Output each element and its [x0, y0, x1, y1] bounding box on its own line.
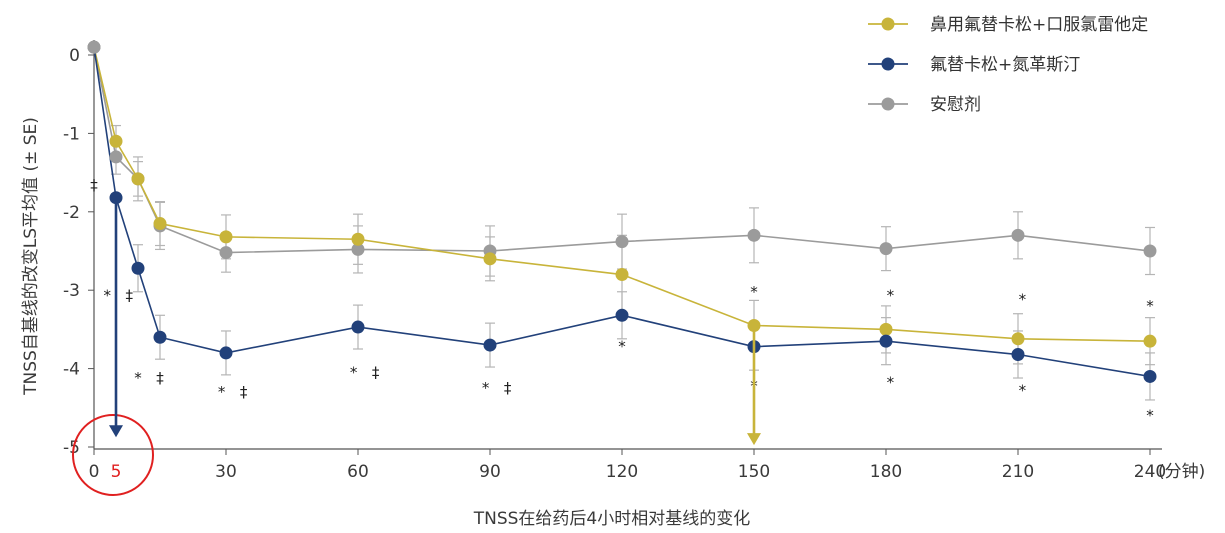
x-tick-label: 150	[738, 462, 770, 482]
onset-arrows	[109, 197, 761, 446]
data-point	[615, 235, 629, 249]
y-tick-labels: 0 -1 -2 -3 -4 -5	[63, 46, 94, 458]
data-point	[879, 242, 893, 256]
data-point	[351, 242, 365, 256]
data-point	[351, 320, 365, 334]
data-point	[615, 308, 629, 322]
x-tick-label: 30	[215, 462, 237, 482]
data-point	[109, 150, 123, 164]
x-axis-unit: (分钟)	[1158, 462, 1205, 482]
highlight-circle	[72, 414, 154, 496]
significance-marker: *	[218, 383, 226, 401]
significance-marker: *	[1146, 407, 1154, 425]
data-point	[879, 334, 893, 348]
arrow-head	[747, 433, 761, 446]
significance-marker: *	[103, 287, 111, 305]
significance-marker: *	[750, 283, 758, 301]
legend-marker	[881, 57, 895, 71]
significance-marker: ‡	[240, 383, 248, 401]
legend-marker	[881, 17, 895, 31]
data-point	[153, 217, 167, 231]
data-point	[1143, 244, 1157, 258]
x-tick-label: 90	[479, 462, 501, 482]
x-tick-label: 60	[347, 462, 369, 482]
y-tick-label: -3	[63, 281, 80, 301]
significance-marker: *	[1019, 291, 1027, 309]
y-tick-label: -2	[63, 203, 80, 223]
data-point	[1143, 369, 1157, 383]
data-point	[87, 40, 101, 54]
x-tick-label: 120	[606, 462, 638, 482]
significance-marker: ‡	[504, 379, 512, 397]
y-tick-label: 0	[69, 46, 80, 66]
legend-label: 安慰剂	[930, 95, 981, 115]
x-tick-label: 0	[89, 462, 100, 482]
data-point	[219, 346, 233, 360]
data-point	[879, 322, 893, 336]
legend-marker	[881, 97, 895, 111]
significance-marker: ‡	[90, 176, 98, 194]
data-point	[615, 268, 629, 282]
significance-marker: ‡	[156, 369, 164, 387]
significance-marker: *	[1146, 297, 1154, 315]
series-lines	[87, 40, 1157, 383]
x-tick-labels: 0 30 60 90 120 150 180 210 240 5	[72, 414, 1166, 496]
significance-marker: *	[350, 364, 358, 382]
arrow-head	[109, 425, 123, 438]
data-point	[219, 246, 233, 260]
significance-marker: *	[887, 374, 895, 392]
data-point	[109, 134, 123, 148]
data-point	[1143, 334, 1157, 348]
significance-marker: ‡	[372, 364, 380, 382]
significance-marker: *	[887, 287, 895, 305]
x-tick-label: 180	[870, 462, 902, 482]
data-point	[747, 228, 761, 242]
significance-marker: ‡	[125, 287, 133, 305]
data-point	[1011, 228, 1025, 242]
significance-marker: *	[1019, 382, 1027, 400]
y-tick-label: -4	[63, 360, 80, 380]
data-point	[131, 261, 145, 275]
legend-label: 氟替卡松+氮革斯汀	[930, 55, 1080, 75]
series-line	[93, 47, 1151, 378]
data-point	[483, 338, 497, 352]
legend-label: 鼻用氟替卡松+口服氯雷他定	[930, 15, 1148, 35]
x-tick-label-highlight: 5	[111, 462, 122, 482]
y-axis-title: TNSS自基线的改变LS平均值 (± SE)	[21, 117, 41, 396]
data-point	[131, 172, 145, 186]
x-axis-title: TNSS在给药后4小时相对基线的变化	[473, 509, 751, 529]
y-tick-label: -1	[63, 124, 80, 144]
data-point	[351, 232, 365, 246]
data-point	[153, 330, 167, 344]
error-bars	[111, 124, 1155, 401]
significance-marker: *	[482, 379, 490, 397]
series-line	[93, 46, 1151, 342]
data-point	[1011, 347, 1025, 361]
y-tick-label: -5	[63, 438, 80, 458]
data-point	[219, 230, 233, 244]
data-point	[483, 252, 497, 266]
chart-axes	[93, 40, 1162, 450]
significance-marker: *	[134, 369, 142, 387]
x-tick-label: 210	[1002, 462, 1034, 482]
x-tick-label: 240	[1134, 462, 1166, 482]
significance-marker: *	[618, 338, 626, 356]
data-point	[1011, 332, 1025, 346]
